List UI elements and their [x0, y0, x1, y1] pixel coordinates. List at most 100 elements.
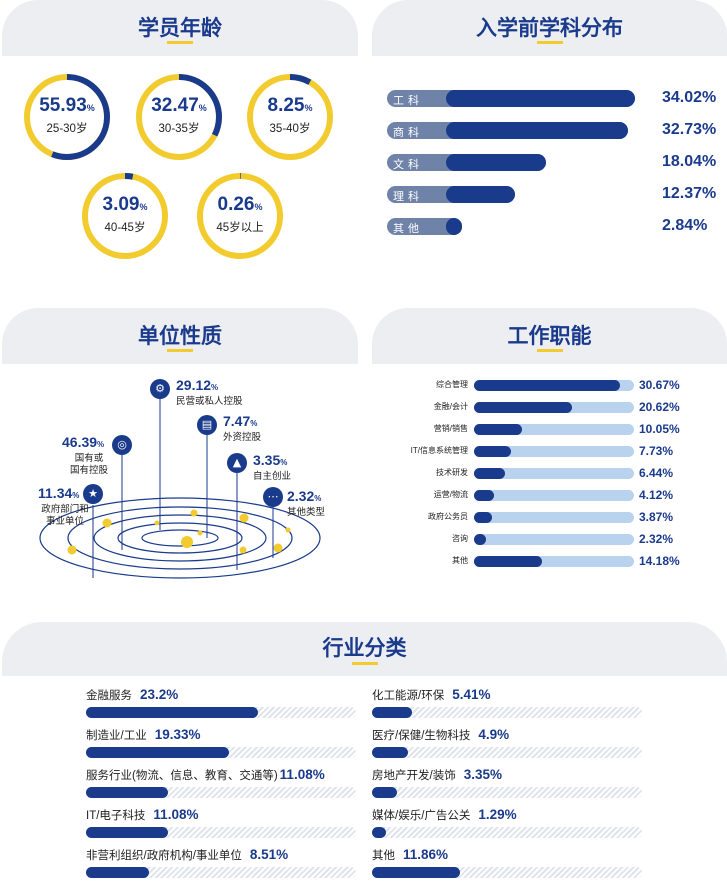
- subject-bar-label: 工科: [393, 95, 423, 107]
- org-value-unit: %: [97, 440, 105, 449]
- age-ring-value-arc: [82, 173, 168, 259]
- coins-icon: ◎: [112, 435, 132, 455]
- age-label: 40-45岁: [104, 222, 146, 234]
- industry-category-label: 医疗/保健/生物科技: [372, 730, 471, 742]
- org-item: 46.39% 国有或 国有控股: [62, 434, 116, 477]
- org-section-header: 单位性质: [2, 308, 358, 364]
- role-bar-track: [474, 468, 634, 479]
- org-section-title: 单位性质: [138, 325, 222, 348]
- industry-value-label: 11.08%: [279, 767, 325, 782]
- age-value-number: 0.26: [217, 194, 255, 215]
- org-label: 政府部门和 事业单位: [41, 504, 89, 527]
- org-value: 7.47%: [223, 413, 261, 432]
- role-category-label: 综合管理: [436, 380, 468, 389]
- age-value: 8.25%: [244, 95, 336, 117]
- industry-bar-fill: [372, 747, 409, 758]
- age-circle: 55.93% 25-30岁: [21, 71, 113, 163]
- org-item: 29.12% 民营或私人控股: [176, 377, 243, 408]
- org-item: 7.47% 外资控股: [223, 413, 261, 444]
- age-circle: 32.47% 30-35岁: [133, 71, 225, 163]
- age-ring-value-arc: [247, 74, 333, 160]
- org-value: 2.32%: [287, 488, 325, 507]
- org-label: 民营或私人控股: [176, 396, 243, 407]
- age-circle: 8.25% 35-40岁: [244, 71, 336, 163]
- subject-bar-fill: [446, 90, 635, 107]
- org-value: 3.35%: [253, 452, 291, 471]
- title-underline: [167, 349, 193, 352]
- age-label: 35-40岁: [269, 123, 311, 135]
- role-value-label: 14.18%: [639, 554, 680, 568]
- subject-value-label: 2.84%: [662, 217, 708, 234]
- government-icon: ★: [83, 484, 103, 504]
- industry-category-label: 化工能源/环保: [372, 690, 445, 702]
- more-icon: ⋯: [263, 487, 283, 507]
- role-category-label: 营销/销售: [433, 424, 468, 433]
- org-value: 46.39%: [62, 434, 116, 453]
- age-ring-track: [82, 173, 168, 259]
- age-value: 55.93%: [21, 95, 113, 117]
- industry-section-title: 行业分类: [322, 637, 407, 660]
- industry-value-label: 11.86%: [403, 847, 449, 862]
- org-value-number: 29.12: [176, 377, 212, 393]
- age-ring-track: [197, 173, 283, 259]
- industry-bar-fill: [86, 827, 169, 838]
- age-section-header: 学员年龄: [2, 0, 358, 56]
- industry-label-row: 其他 11.86%: [372, 846, 448, 864]
- industry-value-label: 11.08%: [153, 807, 199, 822]
- age-section-title: 学员年龄: [138, 17, 222, 40]
- industry-value-label: 23.2%: [140, 687, 179, 702]
- org-item: 11.34% 政府部门和 事业单位: [38, 485, 92, 528]
- age-value-number: 3.09: [102, 194, 140, 215]
- age-value-unit: %: [254, 202, 263, 212]
- subject-section-title: 入学前学科分布: [476, 17, 623, 40]
- role-bar-fill: [474, 534, 486, 545]
- org-value-number: 3.35: [253, 452, 281, 468]
- org-label: 外资控股: [223, 432, 262, 443]
- industry-category-label: 服务行业(物流、信息、教育、交通等): [86, 770, 278, 782]
- subject-bar-row: 其他: [387, 218, 635, 235]
- org-value-number: 46.39: [62, 434, 98, 450]
- role-category-label: 运营/物流: [433, 490, 468, 499]
- role-bar-fill: [474, 468, 505, 479]
- subject-bar-fill: [446, 122, 628, 139]
- org-value-number: 7.47: [223, 413, 251, 429]
- org-value-unit: %: [314, 494, 322, 503]
- role-bar-track: [474, 402, 634, 413]
- role-bar-fill: [474, 424, 522, 435]
- role-bar-fill: [474, 446, 511, 457]
- subject-bar-row: 商科: [387, 122, 635, 139]
- industry-bar-track: [86, 867, 356, 878]
- age-value-number: 55.93: [39, 95, 87, 116]
- org-item: 3.35% 自主创业: [253, 452, 291, 483]
- subject-bar-row: 文科: [387, 154, 635, 171]
- industry-category-label: 制造业/工业: [86, 730, 147, 742]
- industry-bar-track: [86, 747, 356, 758]
- age-value: 32.47%: [133, 95, 225, 117]
- industry-value-label: 19.33%: [154, 727, 201, 742]
- subject-bar-fill: [446, 218, 462, 235]
- org-label: 国有或 国有控股: [69, 453, 108, 476]
- org-value-unit: %: [211, 383, 219, 392]
- title-underline: [536, 41, 563, 44]
- role-bar-fill: [474, 402, 573, 413]
- building-icon: ▤: [197, 415, 217, 435]
- role-category-label: 政府公务员: [428, 512, 468, 521]
- age-ring: [82, 173, 168, 259]
- age-ring-value-arc: [24, 74, 110, 160]
- role-value-label: 7.73%: [639, 444, 674, 458]
- subject-bar-row: 工科: [387, 90, 635, 107]
- industry-bar-fill: [372, 787, 397, 798]
- industry-value-label: 1.29%: [478, 807, 517, 822]
- org-value-unit: %: [280, 458, 288, 467]
- role-bar-fill: [474, 556, 542, 567]
- org-value-unit: %: [72, 491, 80, 500]
- industry-category-label: IT/电子科技: [86, 810, 146, 822]
- industry-value-label: 4.9%: [478, 727, 510, 742]
- age-value-number: 8.25: [267, 95, 305, 116]
- title-underline: [167, 41, 193, 44]
- industry-bar-track: [372, 747, 642, 758]
- industry-bar-fill: [86, 867, 150, 878]
- age-circle: 0.26% 45岁以上: [194, 170, 286, 262]
- industry-bar-fill: [372, 827, 386, 838]
- industry-bar-fill: [86, 747, 230, 758]
